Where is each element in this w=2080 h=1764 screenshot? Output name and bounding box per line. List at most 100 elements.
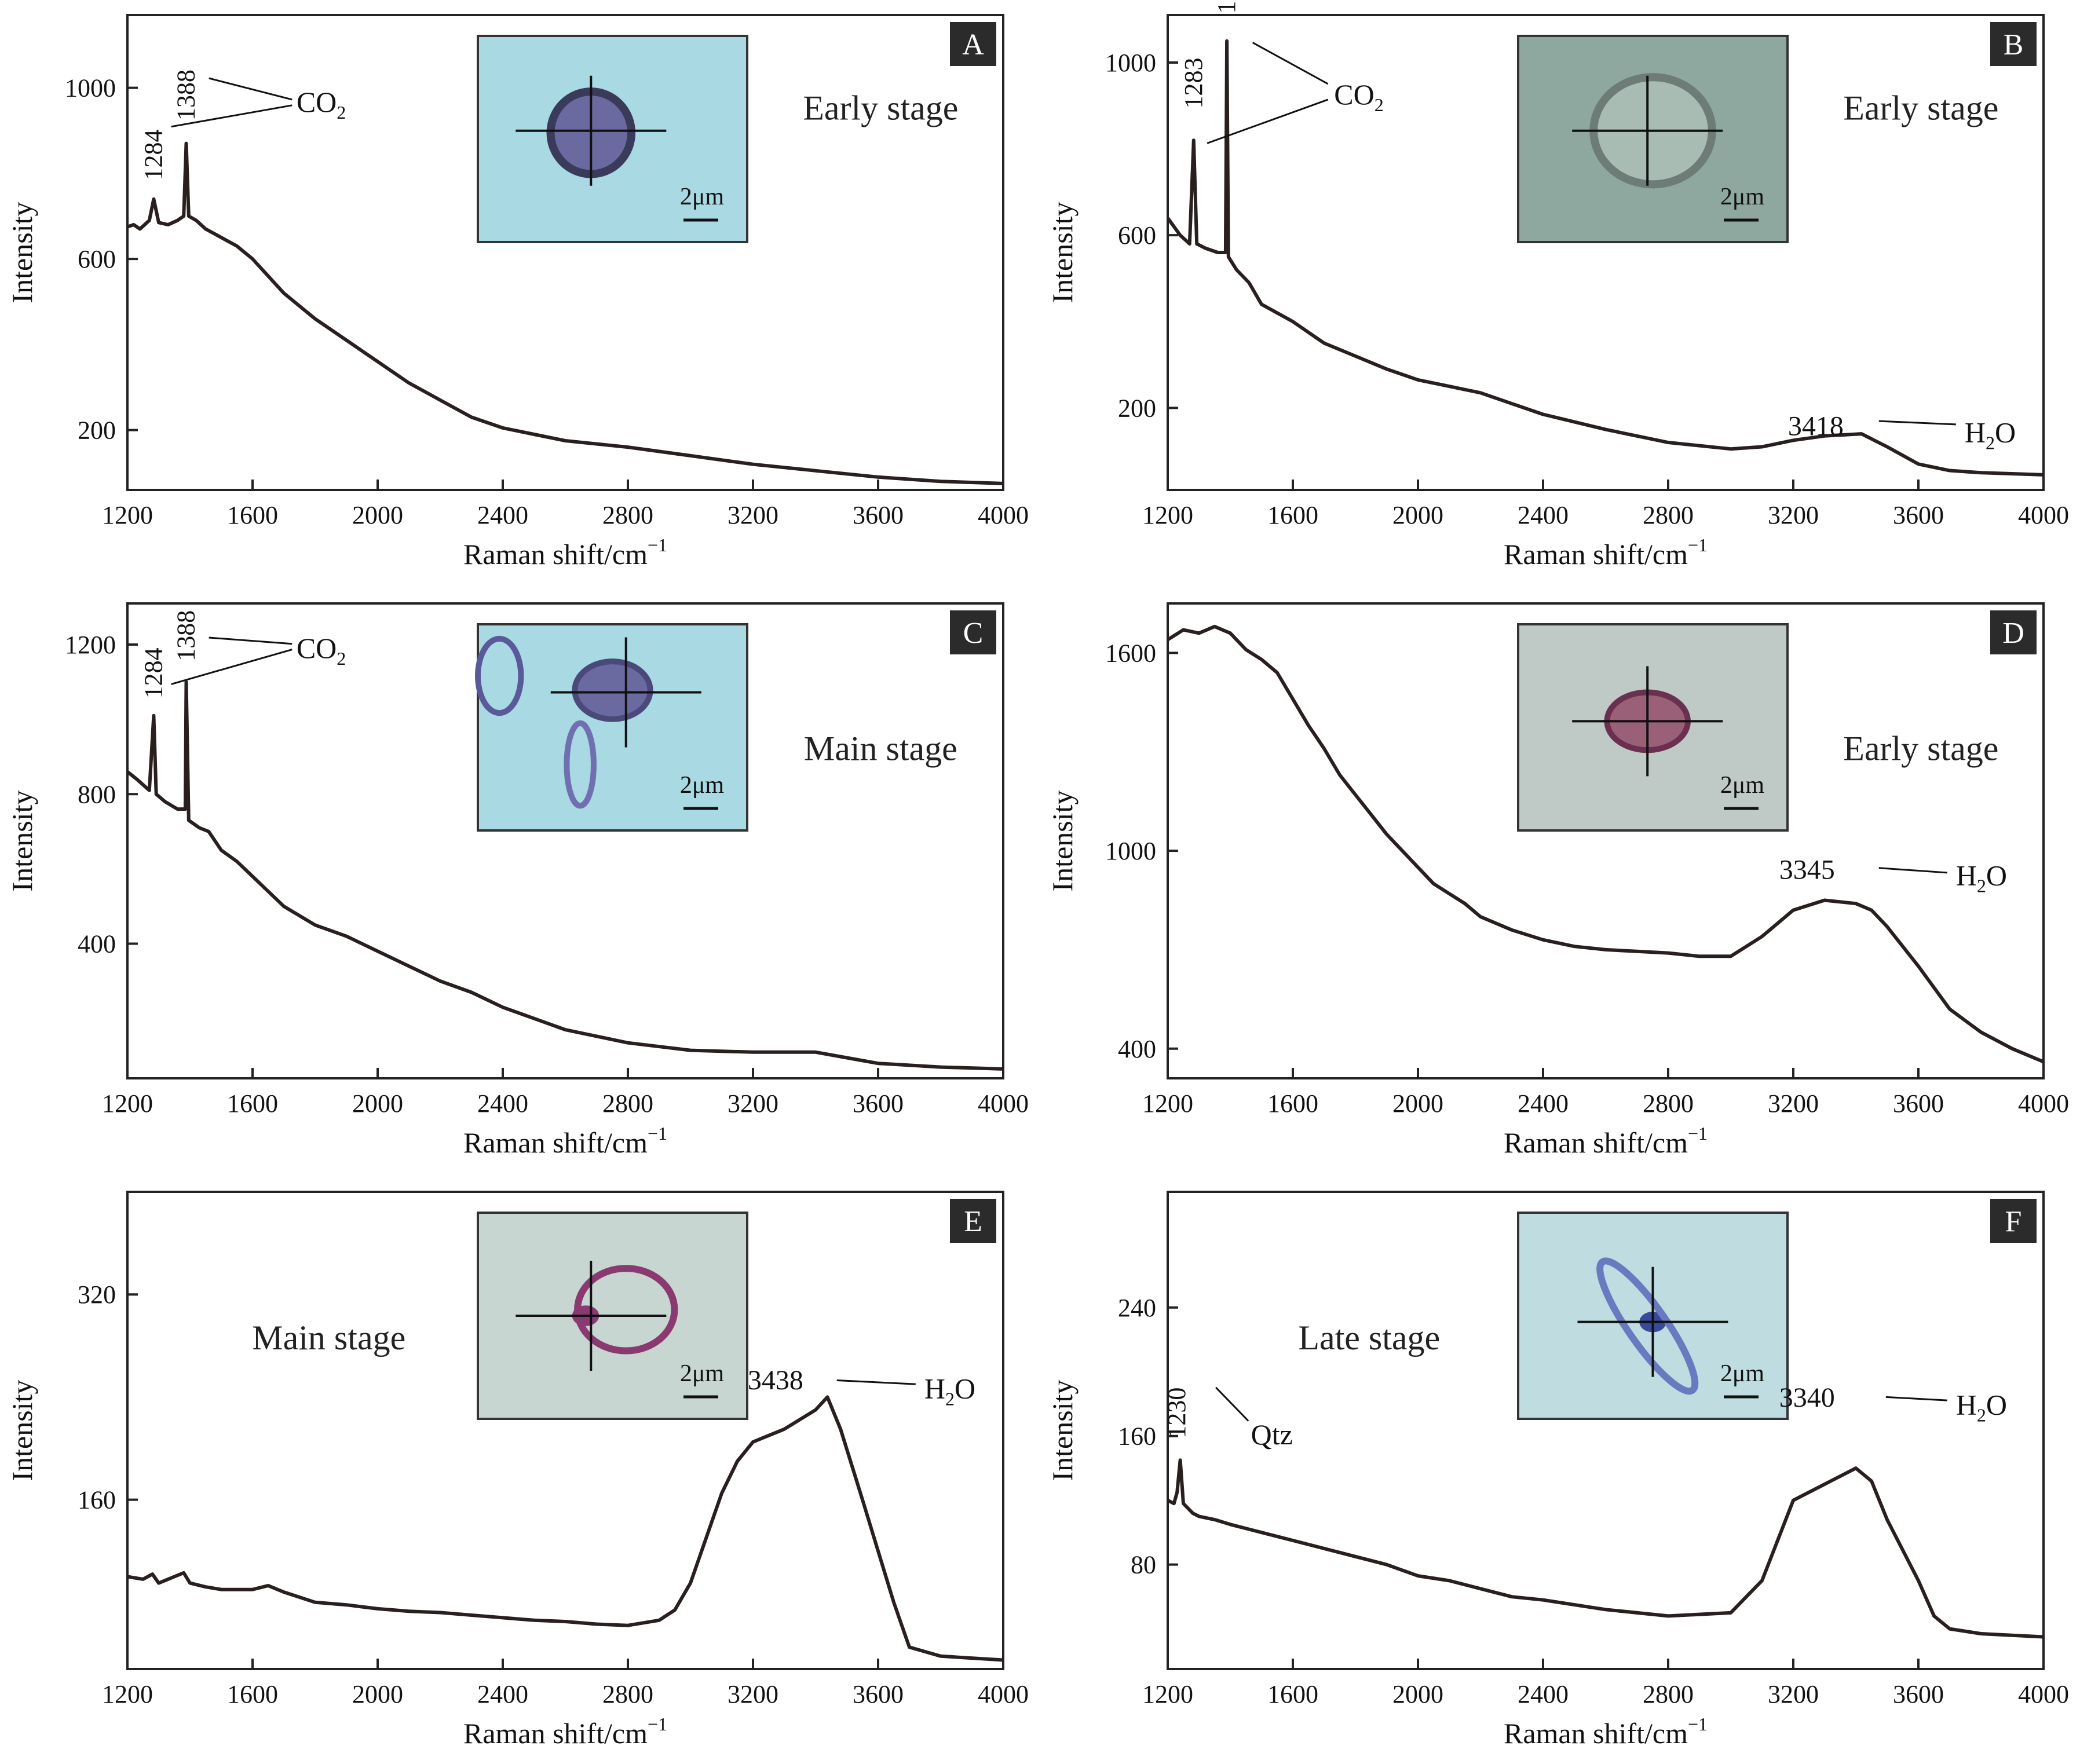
leader-line — [1252, 42, 1329, 85]
compound-label: H2O — [1956, 859, 2007, 896]
panel-label: F — [2005, 1205, 2022, 1238]
compound-label: H2O — [1965, 416, 2016, 453]
peak-label: 1284 — [139, 647, 167, 698]
panel-label-box — [950, 610, 996, 654]
panel-label-box — [1990, 1199, 2037, 1243]
inset-micrograph: 2μm — [1517, 1212, 1789, 1420]
inclusion-shape — [572, 658, 653, 722]
leader-line — [171, 649, 293, 685]
panel-b: 1200 1600 2000 2400 2800 3200 3600 4000 200 600 10… — [1046, 0, 2069, 570]
y-tick-label: 1000 — [65, 74, 116, 103]
x-tick-label: 1600 — [1267, 501, 1318, 529]
x-tick-label: 3600 — [853, 501, 904, 529]
x-tick-label: 2400 — [477, 1089, 528, 1118]
y-axis-label: Intensity — [1046, 1380, 1079, 1481]
leader-line — [209, 77, 293, 101]
peak-label: 3438 — [748, 1365, 803, 1396]
scale-bar-label: 2μm — [1720, 772, 1765, 799]
y-tick-label: 1000 — [1105, 837, 1156, 865]
x-tick-label: 1600 — [227, 1680, 278, 1708]
x-tick-label: 1200 — [1142, 1680, 1193, 1708]
compound-label: CO2 — [297, 86, 346, 123]
x-tick-label: 4000 — [2018, 1089, 2069, 1118]
spectrum-line — [1167, 1458, 2044, 1639]
leader-line — [171, 104, 293, 128]
compound-label: CO2 — [1334, 78, 1383, 115]
x-tick-label: 3600 — [853, 1680, 904, 1708]
x-axis-label: Raman shift/cm−1 — [463, 1123, 667, 1159]
leader-line — [1215, 1386, 1249, 1422]
panel-label: E — [964, 1205, 982, 1238]
plot-frame — [126, 602, 1004, 1079]
y-tick-label: 1000 — [1105, 49, 1156, 77]
inclusion-shape — [564, 720, 597, 809]
compound-label: CO2 — [297, 632, 346, 669]
leader-line — [1878, 420, 1956, 426]
y-tick-label: 200 — [78, 416, 116, 445]
peak-label: 1389 — [1212, 0, 1241, 13]
x-tick-label: 2400 — [1518, 1680, 1569, 1708]
x-tick-label: 3200 — [1768, 501, 1819, 529]
scale-bar-label: 2μm — [680, 184, 725, 210]
peak-label: 3418 — [1788, 411, 1844, 442]
x-tick-label: 3200 — [728, 1680, 778, 1708]
x-tick-label: 2800 — [1643, 501, 1694, 529]
x-axis-label: Raman shift/cm−1 — [463, 1714, 667, 1750]
scale-bar-label: 2μm — [1720, 184, 1765, 210]
stage-label: Main stage — [252, 1319, 405, 1357]
inset-micrograph: 2μm — [477, 1212, 748, 1420]
peak-label: 1283 — [1179, 57, 1208, 108]
x-tick-label: 2800 — [1643, 1680, 1694, 1708]
plot-frame — [1167, 602, 2045, 1079]
x-tick-label: 3200 — [1768, 1089, 1819, 1118]
x-tick-label: 4000 — [978, 1089, 1029, 1118]
scale-bar-label: 2μm — [680, 772, 725, 799]
panel-label-box — [950, 1199, 996, 1243]
panel-label-box — [1990, 22, 2037, 66]
x-axis-label: Raman shift/cm−1 — [463, 535, 667, 570]
peak-label: 3345 — [1779, 855, 1835, 885]
y-tick-label: 160 — [78, 1486, 116, 1514]
scale-bar-label: 2μm — [680, 1360, 725, 1387]
y-tick-label: 800 — [78, 780, 116, 808]
panel-label: B — [2004, 28, 2024, 61]
x-tick-label: 1600 — [1267, 1089, 1318, 1118]
y-tick-label: 400 — [78, 930, 116, 958]
leader-line — [836, 1379, 916, 1385]
stage-label: Early stage — [1843, 730, 1998, 768]
inset-micrograph: 2μm — [477, 35, 748, 243]
x-tick-label: 3600 — [1893, 1680, 1944, 1708]
compound-label: H2O — [1956, 1388, 2007, 1425]
y-axis-label: Intensity — [6, 1380, 38, 1481]
y-axis-label: Intensity — [6, 202, 38, 303]
y-tick-label: 80 — [1131, 1551, 1156, 1579]
x-tick-label: 4000 — [978, 501, 1029, 529]
x-axis-label: Raman shift/cm−1 — [1504, 535, 1708, 570]
leader-line — [1207, 98, 1329, 144]
panel-e: 1200 1600 2000 2400 2800 3200 3600 4000 160 320 Ra… — [6, 1191, 1029, 1750]
x-tick-label: 1200 — [102, 501, 153, 529]
y-axis-label: Intensity — [1046, 202, 1079, 303]
inclusion-shape — [1596, 1257, 1699, 1395]
x-tick-label: 2000 — [352, 1680, 403, 1708]
y-axis-label: Intensity — [1046, 790, 1079, 892]
x-tick-label: 4000 — [2018, 501, 2069, 529]
x-tick-label: 4000 — [978, 1680, 1029, 1708]
x-tick-label: 3200 — [728, 501, 778, 529]
x-axis-label: Raman shift/cm−1 — [1504, 1123, 1708, 1159]
x-tick-label: 2000 — [1392, 501, 1443, 529]
x-tick-label: 2800 — [602, 501, 653, 529]
panel-label-box — [950, 22, 996, 66]
x-tick-label: 1600 — [227, 501, 278, 529]
x-tick-label: 2800 — [602, 1089, 653, 1118]
spectrum-line — [1167, 624, 2045, 1064]
y-tick-label: 320 — [78, 1280, 116, 1309]
leader-line — [1878, 867, 1947, 874]
x-tick-label: 1600 — [1267, 1680, 1318, 1708]
x-tick-label: 3600 — [1893, 501, 1944, 529]
x-tick-label: 1600 — [227, 1089, 278, 1118]
x-tick-label: 3600 — [1893, 1089, 1944, 1118]
x-tick-label: 1200 — [1142, 501, 1193, 529]
x-tick-label: 2400 — [1518, 1089, 1569, 1118]
